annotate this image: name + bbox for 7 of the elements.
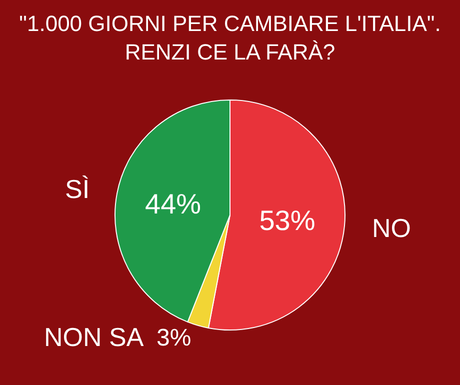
data-label: 44%	[144, 188, 202, 220]
slice-label: NO	[372, 213, 411, 243]
slice-label: SÌ	[65, 174, 90, 204]
chart-title: "1.000 GIORNI PER CAMBIARE L'ITALIA". RENZI CE LA FARÀ?	[19, 10, 441, 64]
slice-label: NON SA	[44, 322, 144, 352]
data-label: 3%	[156, 324, 192, 352]
data-label: 53%	[259, 204, 316, 236]
